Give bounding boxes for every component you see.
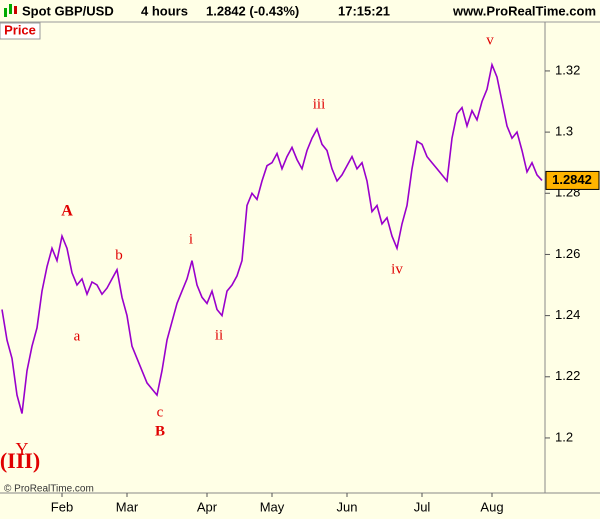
wave-label: iii bbox=[313, 96, 326, 112]
wave-label: iv bbox=[391, 261, 403, 277]
wave-label: a bbox=[74, 328, 81, 344]
time: 17:15:21 bbox=[338, 3, 390, 18]
y-tick-label: 1.32 bbox=[555, 62, 580, 77]
wave-label: c bbox=[157, 404, 164, 420]
y-tick-label: 1.24 bbox=[555, 307, 580, 322]
price-line bbox=[1, 62, 543, 414]
y-tick-label: 1.22 bbox=[555, 368, 580, 383]
wave-label: A bbox=[61, 203, 73, 220]
x-tick-label: Mar bbox=[116, 499, 139, 514]
interval: 4 hours bbox=[141, 3, 188, 18]
wave-label: b bbox=[115, 247, 123, 263]
symbol-icon bbox=[4, 4, 17, 17]
y-tick-label: 1.3 bbox=[555, 124, 573, 139]
y-tick-label: 1.2 bbox=[555, 429, 573, 444]
x-tick-label: Apr bbox=[197, 499, 218, 514]
header-bar bbox=[0, 0, 600, 22]
y-tick-label: 1.26 bbox=[555, 246, 580, 261]
wave-label: Y bbox=[16, 439, 29, 459]
x-tick-label: Feb bbox=[51, 499, 73, 514]
quote: 1.2842 (-0.43%) bbox=[206, 3, 299, 18]
wave-label: v bbox=[486, 32, 494, 48]
panel-label: Price bbox=[4, 22, 36, 37]
x-tick-label: Jun bbox=[337, 499, 358, 514]
panel-label-box bbox=[0, 22, 41, 40]
wave-label: (III) bbox=[0, 448, 40, 473]
x-tick-label: May bbox=[260, 499, 285, 514]
symbol: Spot GBP/USD bbox=[22, 3, 114, 18]
wave-label: B bbox=[155, 423, 165, 439]
x-tick-label: Aug bbox=[480, 499, 503, 514]
site: www.ProRealTime.com bbox=[452, 3, 596, 18]
last-price-label: 1.2842 bbox=[552, 172, 592, 187]
last-price-box bbox=[545, 170, 600, 190]
wave-label: ii bbox=[215, 327, 223, 343]
footer: © ProRealTime.com bbox=[4, 484, 94, 495]
x-tick-label: Jul bbox=[414, 499, 431, 514]
wave-label: i bbox=[189, 231, 193, 247]
